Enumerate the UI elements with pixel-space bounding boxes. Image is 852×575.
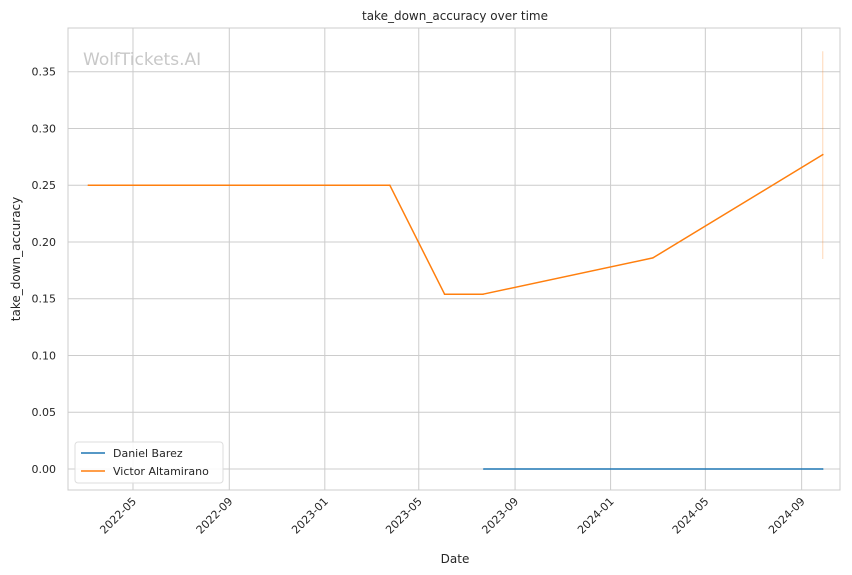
plot-frame [67, 27, 841, 491]
series-victor-altamirano-point [482, 293, 484, 295]
series-group [87, 51, 824, 470]
legend-box [74, 441, 224, 484]
watermark: WolfTickets.AI [83, 50, 201, 70]
series-daniel-barez-point [821, 468, 824, 470]
y-axis-title: take_down_accuracy [9, 197, 23, 321]
y-axis-ticks: 0.00 0.05 0.10 0.15 0.20 0.25 0.30 0.35 [32, 66, 57, 476]
y-tick-label: 0.35 [32, 66, 57, 79]
y-tick-label: 0.10 [32, 349, 57, 362]
legend-label: Victor Altamirano [113, 465, 209, 478]
series-victor-altamirano-point [388, 184, 391, 187]
series-victor-altamirano-line [88, 153, 824, 295]
y-tick-label: 0.05 [32, 406, 57, 419]
y-tick-label: 0.15 [32, 293, 57, 306]
grid [68, 28, 840, 490]
chart-title: take_down_accuracy over time [362, 9, 548, 23]
y-tick-label: 0.25 [32, 179, 57, 192]
legend-label: Daniel Barez [113, 447, 183, 460]
series-daniel-barez-point [482, 468, 485, 470]
series-victor-altamirano-point [821, 153, 824, 156]
x-axis-title: Date [441, 552, 470, 566]
legend: Daniel Barez Victor Altamirano [74, 441, 224, 484]
y-tick-label: 0.30 [32, 122, 57, 135]
y-tick-label: 0.00 [32, 463, 57, 476]
series-victor-altamirano-point [443, 293, 446, 295]
series-victor-altamirano-point [87, 184, 90, 187]
series-victor-altamirano-point [652, 257, 654, 259]
y-tick-label: 0.20 [32, 236, 57, 249]
